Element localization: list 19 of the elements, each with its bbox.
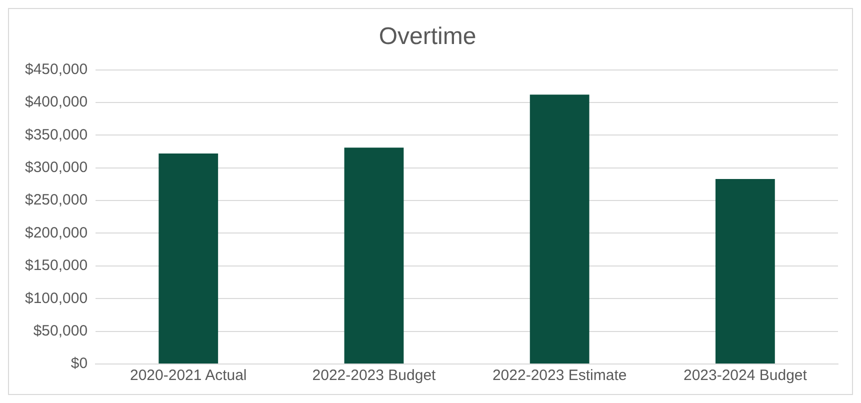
chart-title: Overtime — [378, 23, 476, 50]
x-tick-label: 2022-2023 Estimate — [492, 367, 627, 384]
y-tick-label: $200,000 — [24, 224, 88, 242]
y-tick-label: $150,000 — [24, 257, 88, 274]
bar — [716, 178, 775, 364]
y-tick-label: $300,000 — [24, 159, 88, 176]
y-tick-label: $50,000 — [33, 322, 88, 340]
x-tick-label: 2023-2024 Budget — [683, 367, 808, 384]
y-tick-label: $0 — [70, 355, 88, 372]
x-tick-label: 2022-2023 Budget — [312, 367, 437, 384]
y-tick-label: $450,000 — [24, 60, 88, 78]
y-tick-label: $100,000 — [24, 290, 88, 307]
bar — [530, 94, 590, 364]
bar — [158, 153, 218, 364]
y-tick-label: $350,000 — [24, 126, 88, 144]
bar — [344, 148, 404, 364]
x-tick-label: 2020-2021 Actual — [130, 367, 247, 384]
y-tick-label: $400,000 — [24, 94, 88, 111]
y-tick-label: $250,000 — [24, 192, 88, 209]
